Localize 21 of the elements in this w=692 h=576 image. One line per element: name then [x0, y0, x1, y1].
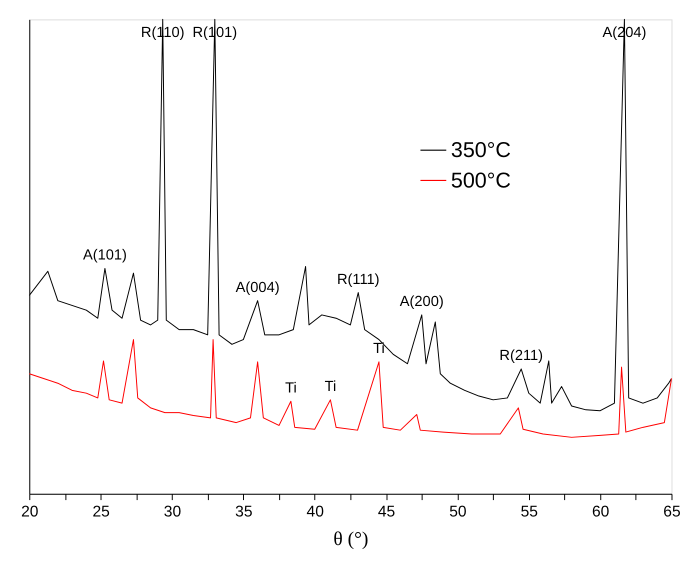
x-axis-title: θ (°): [333, 528, 368, 550]
annotation: A(200): [400, 294, 444, 310]
legend-label: 500°C: [450, 168, 511, 192]
annotation: R(211): [499, 348, 544, 364]
x-tick-label: 40: [306, 504, 324, 521]
annotation: A(004): [236, 280, 280, 296]
annotation: A(101): [82, 248, 127, 264]
annotation: Ti: [285, 380, 297, 396]
x-tick-label: 25: [92, 504, 110, 521]
x-tick-label: 20: [21, 504, 39, 521]
legend-label: 350°C: [450, 138, 511, 162]
annotation: R(111): [336, 272, 380, 288]
x-tick-label: 30: [164, 504, 182, 521]
x-tick-label: 35: [235, 504, 253, 521]
x-tick-label: 60: [592, 504, 610, 521]
x-tick-label: 45: [378, 504, 396, 521]
x-tick-label: 55: [520, 504, 538, 521]
x-tick-label: 65: [663, 504, 681, 521]
annotation: Ti: [324, 379, 336, 396]
x-tick-label: 50: [449, 504, 467, 521]
annotation: Ti: [373, 341, 385, 358]
